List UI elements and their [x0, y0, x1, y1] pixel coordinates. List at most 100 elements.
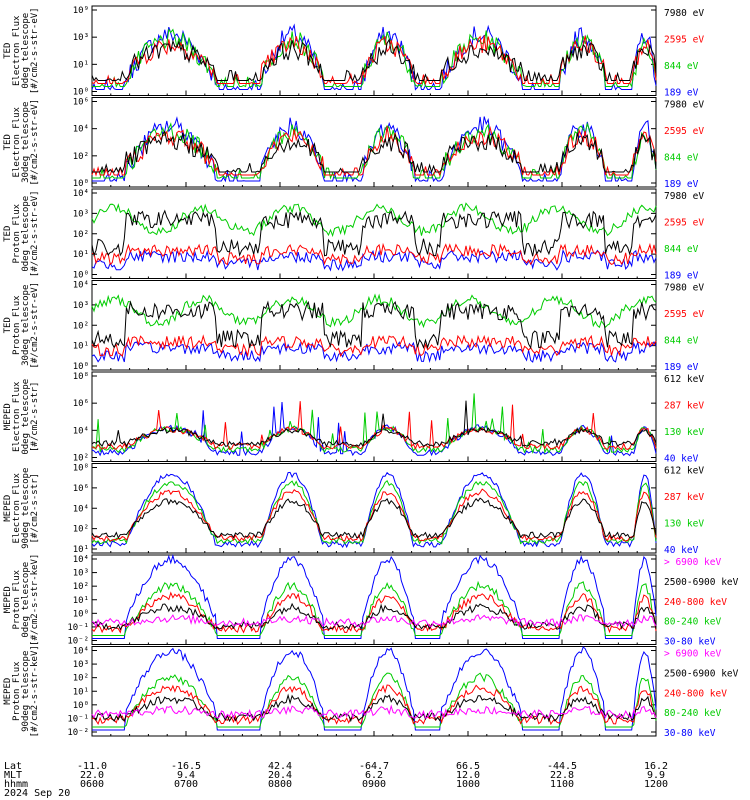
panel-ylabel: Proton Flux: [12, 203, 22, 263]
x-axis: Lat MLT hhmm 2024 Sep 20 -11.0 -16.5 42.4 -…: [4, 761, 668, 799]
y-tick-label: 10¹: [73, 687, 89, 697]
x-tick-label: 9.9: [647, 770, 665, 781]
series-7980-ev: [91, 300, 657, 350]
series-7980-ev: [91, 38, 657, 83]
y-tick-label: 10⁰: [73, 271, 89, 281]
y-tick-label: 10³: [73, 660, 89, 670]
legend-entry: 2595 eV: [664, 35, 704, 46]
legend-entry: 612 keV: [664, 466, 704, 477]
series-240-800-kev: [91, 591, 657, 634]
legend-entry: 130 keV: [664, 519, 704, 530]
series-189-ev: [91, 249, 657, 272]
series-844-ev: [91, 202, 657, 238]
series-2595-ev: [91, 242, 657, 266]
x-tick-label: 12.0: [456, 770, 480, 781]
series-2595-ev: [91, 35, 657, 86]
panel-ylabel: MEPED: [3, 678, 13, 705]
series-80-240-kev: [92, 672, 657, 728]
panel-ylabel: Electron Flux: [12, 15, 22, 86]
y-tick-label: 10¹: [73, 342, 89, 352]
y-tick-label: 10⁰: [73, 701, 89, 711]
series-240-800-kev: [91, 684, 657, 726]
legend-entry: 189 eV: [664, 179, 699, 190]
y-tick-label: 10⁻²: [67, 637, 89, 647]
y-tick-label: 10⁴: [73, 555, 89, 565]
legend-entry: 2595 eV: [664, 309, 704, 320]
x-tick-label: -16.5: [171, 761, 201, 772]
series-7980-ev: [91, 209, 657, 257]
series-612-kev: [91, 400, 657, 448]
y-tick-label: 10⁻²: [67, 728, 89, 738]
legend-entry: 2595 eV: [664, 126, 704, 137]
y-tick-label: 10³: [73, 209, 89, 219]
panel-ylabel: Electron Flux: [12, 472, 22, 543]
panel-2: TED Electron Flux 30deg telescope [#/cm2-s-…: [3, 97, 704, 190]
y-tick-label: 10⁰: [73, 88, 89, 98]
y-tick-label: 10²: [73, 674, 89, 684]
x-tick-label: -64.7: [359, 761, 389, 772]
series-2500-6900-kev: [91, 602, 657, 631]
x-date-label: 2024 Sep 20: [4, 788, 70, 799]
panel-ylabel: 90deg telescope: [21, 651, 31, 732]
legend-entry: 80-240 keV: [664, 617, 721, 628]
legend-entry: 287 keV: [664, 492, 704, 503]
panel-ylabel: TED: [3, 226, 13, 242]
legend-entry: > 6900 keV: [664, 557, 721, 568]
legend-entry: 2595 eV: [664, 218, 704, 229]
panel-ylabel: Electron Flux: [12, 381, 22, 452]
series-30-80-kev: [92, 646, 657, 731]
panel-ylabel: Electron Flux: [12, 106, 22, 177]
legend-entry: 287 keV: [664, 401, 704, 412]
legend-entry: 40 keV: [664, 454, 699, 465]
x-tick-label: 16.2: [644, 761, 668, 772]
panel-ylabel: Proton Flux: [12, 661, 22, 721]
series-30-80-kev: [92, 553, 657, 639]
panel-frame: [91, 280, 657, 371]
legend-entry: 2500-6900 keV: [664, 577, 739, 588]
x-tick-label: 42.4: [268, 761, 292, 772]
y-tick-label: 10⁴: [73, 504, 89, 514]
x-tick-label: 0800: [268, 779, 292, 790]
legend-entry: 2500-6900 keV: [664, 668, 739, 679]
panel-ylabel: 0deg telescope: [21, 562, 31, 638]
panel-ylabel: MEPED: [3, 403, 13, 430]
panel-6: MEPED Electron Flux 90deg telescope [#/cm2-…: [3, 463, 704, 556]
legend-entry: 7980 eV: [664, 191, 704, 202]
panel-ylabel: TED: [3, 134, 13, 150]
legend-entry: 189 eV: [664, 362, 699, 373]
y-tick-label: 10⁸: [73, 372, 89, 382]
x-tick-label: 9.4: [177, 770, 195, 781]
x-tick-label: 0900: [362, 779, 386, 790]
y-tick-label: 10³: [73, 33, 89, 43]
panel-ylabel: [#/cm2-s-str]: [30, 473, 40, 543]
legend-entry: 7980 eV: [664, 100, 704, 111]
panel-ylabel: [#/cm2-s-str-keV]: [30, 554, 40, 646]
y-tick-label: 10²: [73, 321, 89, 331]
y-tick-label: 10²: [73, 582, 89, 592]
panel-ylabel: Proton Flux: [12, 569, 22, 629]
panel-ylabel: [#/cm2-s-str]: [30, 382, 40, 452]
series-2595-ev: [91, 126, 657, 177]
y-tick-label: 10²: [73, 525, 89, 535]
y-tick-label: 10⁴: [73, 125, 89, 135]
panel-8: MEPED Proton Flux 90deg telescope [#/cm2-s-…: [3, 645, 739, 739]
panel-ylabel: 30deg telescope: [21, 102, 31, 183]
x-tick-label: 6.2: [365, 770, 383, 781]
legend-entry: 130 keV: [664, 427, 704, 438]
panel-ylabel: [#/cm2-s-str-eV]: [30, 282, 40, 369]
legend-entry: 240-800 keV: [664, 597, 727, 608]
legend-entry: 189 eV: [664, 88, 699, 99]
x-tick-label: 22.0: [80, 770, 104, 781]
legend-entry: 30-80 keV: [664, 637, 716, 648]
y-tick-label: 10⁹: [73, 6, 89, 16]
y-tick-label: 10³: [73, 301, 89, 311]
x-tick-label: 0600: [80, 779, 104, 790]
legend-entry: 240-800 keV: [664, 688, 727, 699]
y-tick-label: 10⁶: [73, 484, 89, 494]
panel-ylabel: [#/cm2-s-str-keV]: [30, 645, 40, 737]
x-tick-label: -44.5: [547, 761, 577, 772]
y-tick-label: 10²: [73, 152, 89, 162]
panel-1: TED Electron Flux 0deg telescope [#/cm2-s-s…: [3, 5, 704, 99]
y-tick-label: 10¹: [73, 60, 89, 70]
